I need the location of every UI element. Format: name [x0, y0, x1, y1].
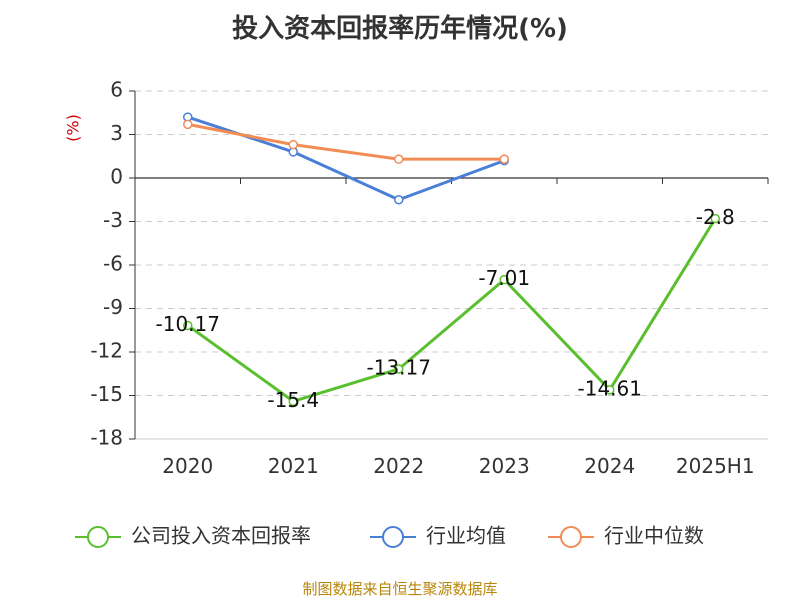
y-tick-label: 3 [110, 121, 123, 145]
legend-item[interactable]: 行业中位数 [548, 524, 704, 548]
y-tick-label: -15 [90, 382, 123, 406]
data-label: -14.61 [578, 376, 642, 400]
y-axis-unit-label: (%) [64, 114, 83, 142]
data-point[interactable] [288, 396, 298, 407]
series-line [186, 217, 717, 403]
legend-label: 行业中位数 [604, 524, 704, 548]
series-group [183, 112, 720, 407]
legend-label: 行业均值 [426, 524, 506, 548]
data-point[interactable] [499, 154, 509, 164]
y-tick-label: 0 [110, 165, 123, 189]
legend: 公司投入资本回报率 行业均值 行业中位数 [75, 524, 704, 548]
x-axis-ticks: 2020 2021 2022 2023 2024 2025H1 [134, 178, 769, 478]
legend-marker-icon [560, 526, 582, 548]
axes [134, 91, 768, 439]
data-label: -13.17 [367, 355, 431, 379]
data-point[interactable] [605, 385, 615, 395]
legend-item[interactable]: 公司投入资本回报率 [75, 524, 311, 548]
data-point[interactable] [394, 154, 404, 164]
series-line [187, 122, 505, 161]
data-point[interactable] [183, 119, 193, 130]
data-point[interactable] [183, 320, 193, 331]
legend-marker-icon [382, 526, 404, 548]
y-tick-label: -6 [103, 252, 123, 276]
legend-item[interactable]: 行业均值 [370, 524, 506, 548]
data-label: -7.01 [478, 266, 530, 290]
chart-title: 投入资本回报率历年情况(%) [232, 14, 568, 44]
data-source-note: 制图数据来自恒生聚源数据库 [302, 580, 498, 598]
x-tick-label: 2021 [268, 454, 319, 478]
data-point[interactable] [710, 213, 720, 224]
grid-lines [135, 90, 768, 440]
x-tick-label: 2025H1 [676, 454, 755, 478]
x-tick-label: 2020 [162, 454, 213, 478]
x-tick-label: 2024 [584, 454, 635, 478]
data-point[interactable] [394, 364, 404, 374]
legend-marker-icon [87, 526, 109, 548]
data-point[interactable] [499, 274, 509, 285]
data-point[interactable] [394, 195, 404, 205]
legend-label: 公司投入资本回报率 [131, 524, 311, 548]
data-label: -15.4 [267, 388, 319, 412]
data-label: -10.17 [156, 312, 220, 336]
y-tick-label: -3 [103, 208, 123, 232]
data-point[interactable] [288, 139, 298, 150]
y-tick-label: -18 [90, 426, 123, 450]
y-tick-label: 6 [110, 78, 123, 102]
data-labels: -10.17 -15.4 -13.17 -7.01 -14.61 -2.8 [156, 205, 735, 412]
y-axis-ticks: 6 3 0 -3 -6 -9 -12 -15 -18 [90, 78, 135, 450]
y-tick-label: -9 [103, 295, 123, 319]
x-tick-label: 2022 [373, 454, 424, 478]
y-tick-label: -12 [90, 339, 123, 363]
data-label: -2.8 [696, 205, 735, 229]
x-tick-label: 2023 [479, 454, 530, 478]
